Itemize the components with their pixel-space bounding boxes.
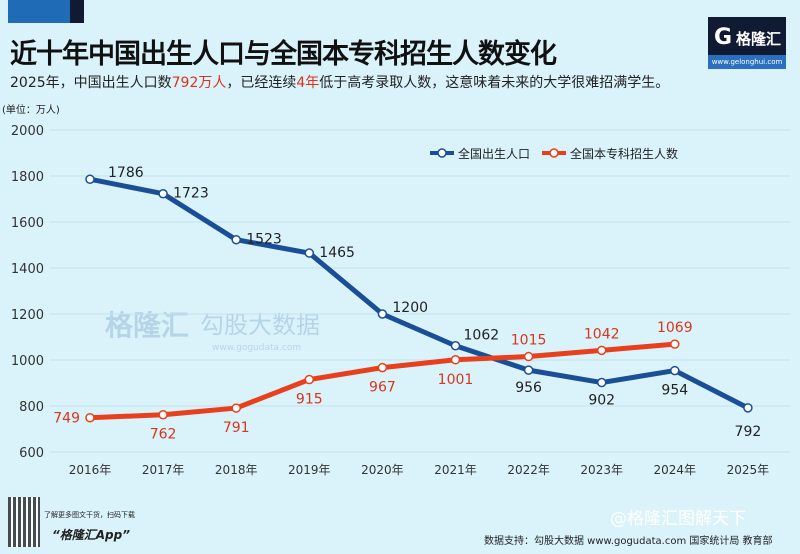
data-label: 1062 [464, 328, 500, 344]
data-label: 1069 [657, 320, 693, 336]
page-title: 近十年中国出生人口与全国本专科招生人数变化 [10, 39, 557, 70]
app-name: “格隆汇App” [52, 528, 130, 542]
qr-code [8, 497, 40, 547]
data-point [596, 345, 607, 356]
y-tick-label: 1400 [11, 262, 44, 277]
x-tick-label: 2016年 [69, 463, 112, 477]
data-label: 902 [588, 393, 615, 409]
y-tick-label: 1800 [11, 170, 44, 185]
data-point [596, 377, 607, 388]
data-label: 749 [53, 411, 80, 427]
subtitle-text: ，已经连续 [226, 75, 297, 91]
data-point [377, 362, 388, 373]
legend-marker [437, 148, 447, 158]
unit-label: (单位：万人) [2, 105, 60, 116]
data-label: 1723 [173, 186, 209, 202]
series-line-births [89, 176, 750, 411]
subtitle-highlight: 4年 [296, 75, 320, 91]
subtitle: 2025年，中国出生人口数792万人，已经连续4年低于高考录取人数，这意味着未来… [10, 72, 669, 92]
y-tick-label: 800 [19, 400, 44, 415]
brand-logo: G 格隆汇 www.gelonghui.com [708, 17, 786, 69]
y-tick-label: 1600 [11, 216, 44, 231]
x-tick-label: 2021年 [434, 463, 477, 477]
data-label: 1042 [584, 326, 620, 342]
x-tick-label: 2023年 [580, 463, 623, 477]
promo-text: 了解更多图文干货，扫码下载 [44, 511, 135, 519]
data-label: 1015 [511, 333, 547, 349]
x-tick-label: 2017年 [142, 463, 185, 477]
x-tick-label: 2018年 [215, 463, 258, 477]
data-label: 1200 [392, 300, 428, 316]
x-tick-label: 2019年 [288, 463, 331, 477]
data-point [670, 365, 680, 376]
watermark: 格隆汇 勾股大数据 www.gogudata.com [105, 309, 320, 353]
x-tick-label: 2024年 [654, 463, 697, 477]
data-label: 954 [661, 383, 688, 399]
y-tick-label: 600 [19, 446, 44, 461]
subtitle-highlight: 792万人 [171, 75, 227, 91]
data-point [85, 412, 95, 423]
data-point [670, 339, 680, 349]
y-tick-label: 2000 [11, 124, 44, 139]
data-label: 967 [369, 380, 396, 396]
logo-url: www.gelonghui.com [708, 55, 786, 69]
data-label: 1786 [108, 165, 144, 181]
header-accent [8, 0, 70, 23]
watermark-text: 勾股大数据 [200, 311, 320, 339]
data-point [85, 174, 95, 184]
header-accent-dark [70, 0, 84, 23]
data-point [743, 403, 753, 413]
subtitle-text: 2025年，中国出生人口数 [10, 75, 172, 91]
data-point [450, 340, 461, 351]
data-source: 数据支持：勾股大数据 www.gogudata.com 国家统计局 教育部 [484, 536, 773, 547]
data-label: 792 [735, 424, 762, 440]
logo-name: 格隆汇 [736, 30, 782, 48]
legend-marker [549, 148, 559, 158]
data-point [231, 234, 241, 245]
subtitle-text: 低于高考录取人数，这意味着未来的大学很难招满学生。 [319, 75, 670, 91]
x-tick-label: 2022年 [507, 463, 550, 477]
data-point [377, 309, 388, 319]
data-label: 1523 [246, 232, 282, 248]
data-point [158, 188, 168, 199]
data-label: 762 [150, 427, 177, 443]
y-tick-label: 1000 [11, 354, 44, 369]
data-label: 956 [515, 380, 542, 396]
data-label: 791 [223, 420, 250, 436]
data-point [304, 374, 315, 385]
data-point [450, 355, 461, 365]
data-point [523, 365, 534, 375]
y-tick-label: 1200 [11, 308, 44, 323]
watermark-text: www.gogudata.com [212, 343, 301, 353]
data-label: 1001 [438, 372, 474, 388]
x-tick-label: 2025年 [727, 463, 770, 477]
legend-label: 全国出生人口 [458, 146, 530, 161]
data-label: 1465 [319, 245, 355, 261]
legend-label: 全国本专科招生人数 [570, 146, 678, 161]
data-point [523, 351, 534, 362]
data-point [231, 403, 241, 413]
data-point [158, 409, 168, 420]
x-tick-label: 2020年 [361, 463, 404, 477]
weibo-watermark: @格隆汇图解天下 [610, 509, 746, 529]
data-point [304, 248, 315, 258]
data-label: 915 [296, 392, 323, 408]
logo-g-icon: G [714, 25, 733, 50]
